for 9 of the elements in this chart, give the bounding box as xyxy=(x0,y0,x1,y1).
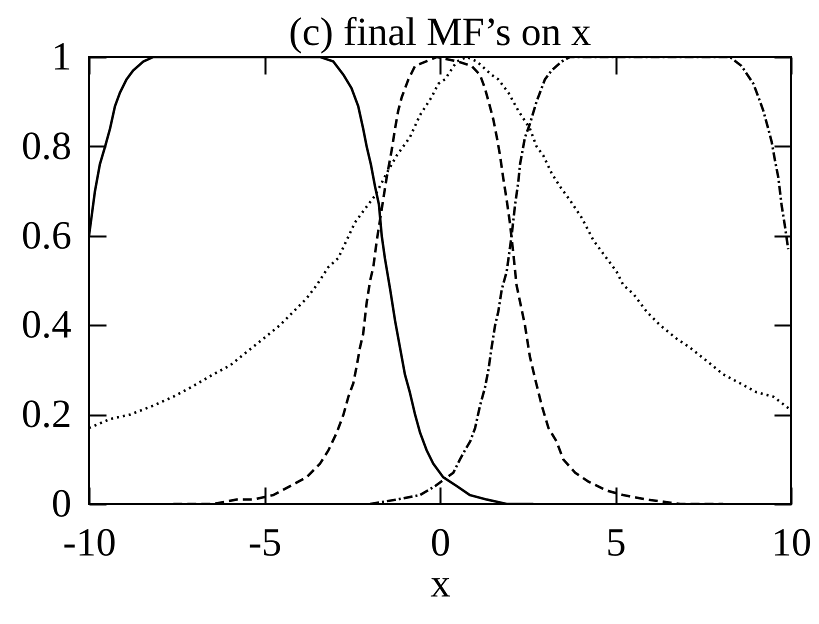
chart-title: (c) final MF’s on x xyxy=(288,9,592,54)
x-tick-label: 5 xyxy=(606,520,626,564)
y-tick-label: 0.6 xyxy=(22,212,72,258)
x-tick-label: 10 xyxy=(772,520,812,564)
y-tick-label: 0.2 xyxy=(22,391,72,436)
y-tick-label: 0.4 xyxy=(22,302,72,347)
y-tick-label: 0.8 xyxy=(22,122,72,168)
y-tick-label: 1 xyxy=(52,34,72,78)
x-tick-label: -5 xyxy=(248,520,282,564)
